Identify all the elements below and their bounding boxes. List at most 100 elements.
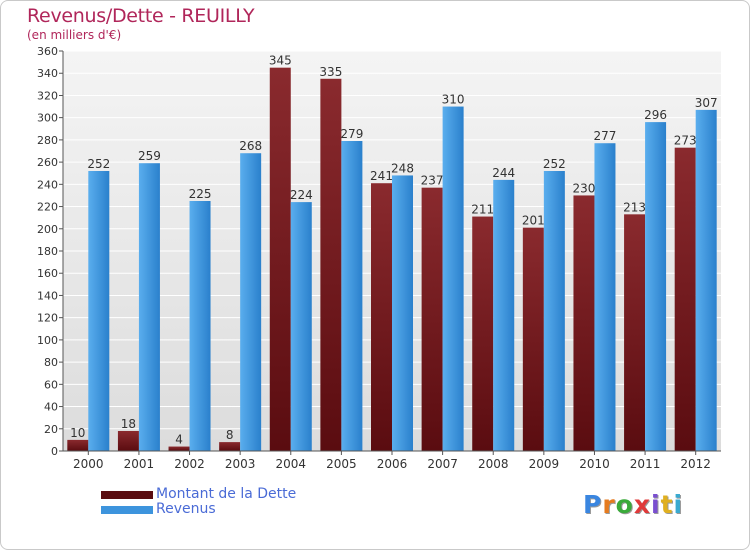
y-tick-label: 300 <box>37 112 58 125</box>
logo-letter: P <box>583 490 603 519</box>
data-label-revenus: 310 <box>442 93 465 107</box>
proxiti-logo: Proxiti <box>583 490 683 519</box>
y-tick-label: 180 <box>37 245 58 258</box>
bar-revenus <box>645 122 667 451</box>
bar-dette <box>168 446 190 451</box>
y-tick-label: 100 <box>37 334 58 347</box>
x-tick-label: 2006 <box>377 457 408 471</box>
y-tick-label: 260 <box>37 156 58 169</box>
chart-subtitle: (en milliers d'€) <box>27 28 122 42</box>
x-tick-label: 2001 <box>124 457 155 471</box>
bar-revenus <box>543 171 565 451</box>
y-tick-label: 240 <box>37 178 58 191</box>
bar-revenus <box>493 179 515 451</box>
data-label-revenus: 259 <box>138 149 161 163</box>
data-label-revenus: 252 <box>87 157 110 171</box>
bar-dette <box>219 442 241 451</box>
bar-dette <box>624 214 646 451</box>
legend-swatch-debt <box>101 491 153 499</box>
bar-revenus <box>341 141 363 451</box>
y-tick-label: 20 <box>44 423 58 436</box>
data-label-dette: 201 <box>522 214 545 228</box>
data-label-dette: 211 <box>471 203 494 217</box>
x-tick-label: 2004 <box>275 457 306 471</box>
data-label-revenus: 224 <box>290 188 313 202</box>
data-label-dette: 18 <box>121 417 136 431</box>
x-tick-label: 2003 <box>225 457 256 471</box>
y-tick-label: 40 <box>44 401 58 414</box>
y-tick-label: 320 <box>37 89 58 102</box>
bar-revenus <box>392 175 413 451</box>
bar-dette <box>674 147 696 451</box>
data-label-revenus: 296 <box>644 108 667 122</box>
bar-revenus <box>695 109 717 451</box>
legend-label-debt: Montant de la Dette <box>156 486 297 502</box>
logo-letter: o <box>615 490 634 519</box>
data-label-revenus: 252 <box>543 157 566 171</box>
data-label-revenus: 307 <box>695 96 718 110</box>
data-label-dette: 10 <box>70 426 85 440</box>
y-tick-label: 280 <box>37 134 58 147</box>
data-label-revenus: 277 <box>594 129 617 143</box>
data-label-dette: 4 <box>175 433 183 447</box>
bar-revenus <box>290 202 312 451</box>
y-tick-label: 200 <box>37 223 58 236</box>
y-tick-label: 160 <box>37 267 58 280</box>
bar-dette <box>573 195 595 451</box>
y-tick-label: 0 <box>51 445 58 458</box>
y-tick-label: 60 <box>44 378 58 391</box>
x-tick-label: 2000 <box>73 457 104 471</box>
y-tick-label: 360 <box>37 45 58 58</box>
data-label-revenus: 268 <box>239 139 262 153</box>
bar-dette <box>117 431 139 451</box>
bar-revenus <box>240 153 262 451</box>
data-label-revenus: 248 <box>391 161 414 175</box>
x-tick-label: 2005 <box>326 457 357 471</box>
logo-letter: t <box>660 490 674 519</box>
logo-letter: x <box>633 490 651 519</box>
bar-dette <box>421 187 443 451</box>
data-label-dette: 335 <box>319 65 342 79</box>
legend-swatch-revenus <box>101 506 153 514</box>
y-tick-label: 340 <box>37 67 58 80</box>
logo-letter: i <box>673 490 684 519</box>
x-tick-label: 2009 <box>529 457 560 471</box>
bar-dette <box>472 216 494 451</box>
data-label-revenus: 225 <box>189 187 212 201</box>
x-tick-label: 2002 <box>174 457 205 471</box>
data-label-revenus: 279 <box>340 127 363 141</box>
bar-dette <box>269 67 291 452</box>
bar-revenus <box>189 201 211 451</box>
data-label-dette: 241 <box>370 169 393 183</box>
data-label-dette: 213 <box>623 200 646 214</box>
data-label-dette: 273 <box>674 134 697 148</box>
logo-letter: r <box>602 490 616 519</box>
x-tick-label: 2012 <box>680 457 711 471</box>
chart-title: Revenus/Dette - REUILLY <box>27 5 255 27</box>
y-tick-label: 220 <box>37 201 58 214</box>
y-tick-label: 120 <box>37 312 58 325</box>
x-tick-label: 2007 <box>427 457 458 471</box>
logo-letter: i <box>651 490 661 519</box>
y-tick-label: 80 <box>44 356 58 369</box>
data-label-revenus: 244 <box>492 166 515 180</box>
bar-revenus <box>442 106 464 452</box>
y-tick-label: 140 <box>37 289 58 302</box>
bar-revenus <box>88 171 110 451</box>
bar-dette <box>371 183 392 451</box>
x-tick-label: 2010 <box>579 457 610 471</box>
data-label-dette: 237 <box>421 174 444 188</box>
bar-dette <box>320 78 342 452</box>
bar-revenus <box>138 163 160 451</box>
bar-dette <box>522 227 544 451</box>
legend-label-revenus: Revenus <box>156 501 216 517</box>
data-label-dette: 345 <box>269 54 292 68</box>
x-tick-label: 2008 <box>478 457 509 471</box>
bar-revenus <box>594 143 616 451</box>
x-tick-label: 2011 <box>630 457 661 471</box>
bar-dette <box>67 439 89 451</box>
data-label-dette: 8 <box>226 428 234 442</box>
data-label-dette: 230 <box>573 181 596 195</box>
